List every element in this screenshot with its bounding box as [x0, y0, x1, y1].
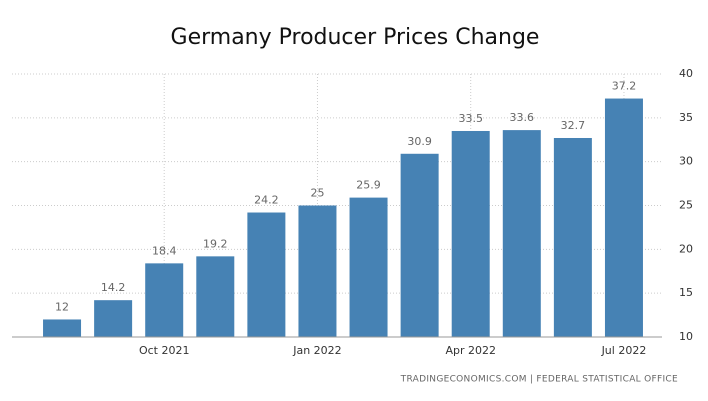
bar [451, 130, 490, 337]
data-label: 33.5 [458, 112, 483, 125]
data-label: 25.9 [356, 179, 381, 192]
data-label: 14.2 [101, 281, 126, 294]
data-label: 33.6 [510, 111, 535, 124]
y-tick-label: 40 [679, 67, 693, 80]
bar [349, 197, 388, 337]
y-tick-label: 15 [679, 286, 693, 299]
data-label: 12 [55, 300, 69, 313]
data-label: 37.2 [612, 80, 637, 93]
x-tick-label: Oct 2021 [139, 344, 190, 357]
bar [553, 137, 592, 337]
bar [604, 98, 643, 338]
y-tick-label: 35 [679, 111, 693, 124]
bar [196, 256, 235, 337]
bar [43, 319, 82, 337]
y-tick-label: 25 [679, 199, 693, 212]
x-tick-label: Jan 2022 [292, 344, 341, 357]
bar [298, 205, 337, 337]
bar [247, 212, 286, 337]
data-label: 18.4 [152, 244, 177, 257]
x-tick-label: Apr 2022 [445, 344, 496, 357]
y-tick-label: 30 [679, 155, 693, 168]
data-label: 19.2 [203, 237, 228, 250]
data-label: 32.7 [561, 119, 586, 132]
bar [502, 130, 541, 337]
data-label: 24.2 [254, 194, 279, 207]
bar [94, 300, 133, 337]
x-tick-label: Jul 2022 [601, 344, 647, 357]
y-tick-label: 20 [679, 242, 693, 255]
source: TRADINGECONOMICS.COM | FEDERAL STATISTIC… [400, 375, 678, 385]
bar [145, 263, 184, 337]
data-label: 30.9 [407, 135, 432, 148]
bar [400, 153, 439, 337]
chart-title: Germany Producer Prices Change [171, 25, 540, 50]
y-tick-label: 10 [679, 330, 693, 343]
data-label: 25 [310, 187, 324, 200]
